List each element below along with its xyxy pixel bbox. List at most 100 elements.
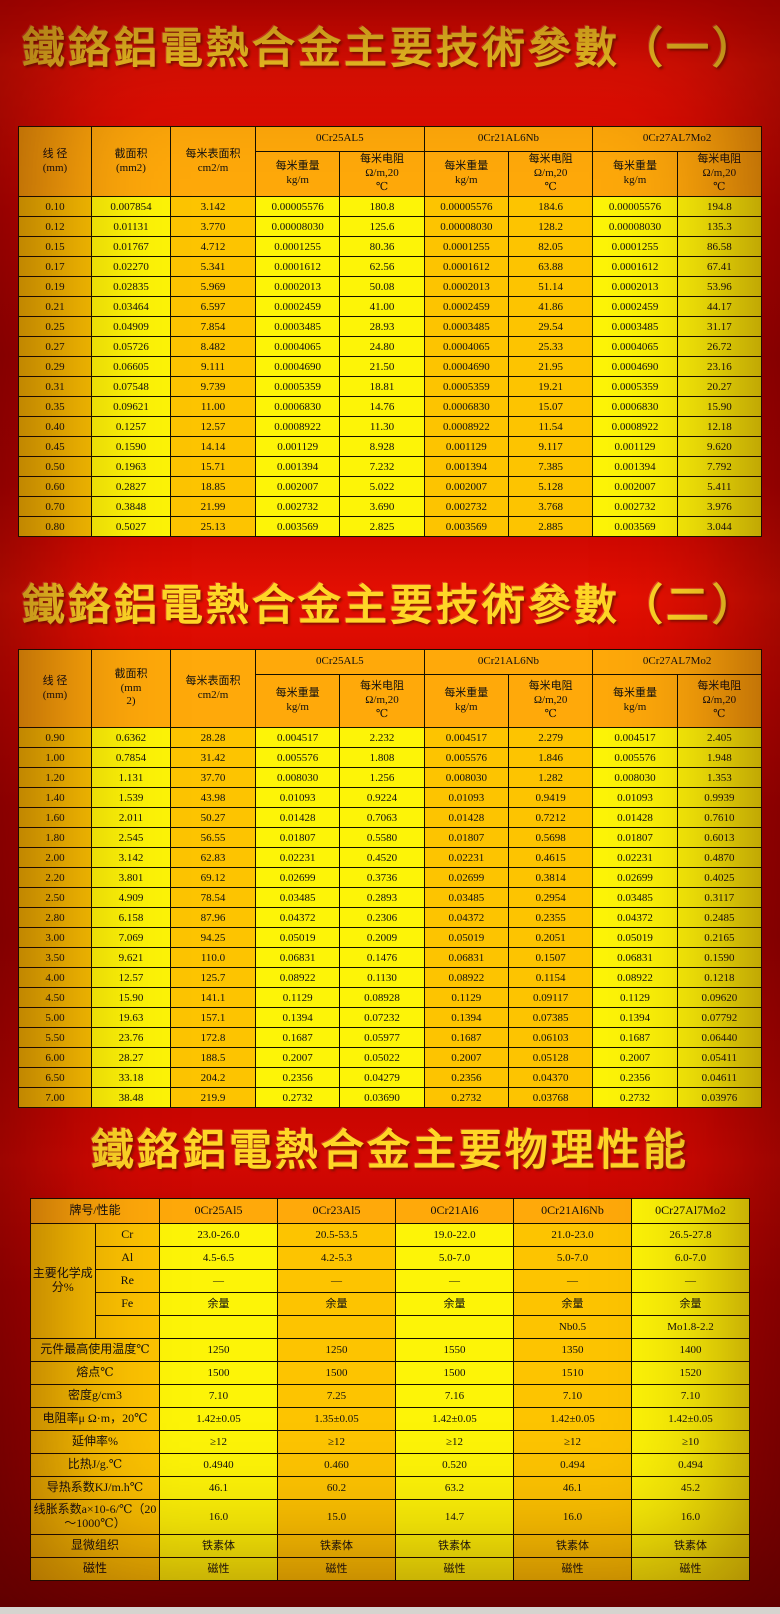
table-cell: 0.0002013 <box>592 276 678 297</box>
property-row: 显微组织 铁素体 铁素体 铁素体 铁素体 铁素体 <box>30 1534 750 1558</box>
table-cell: 63.2 <box>395 1476 514 1500</box>
table-row: 6.50 33.18 204.2 0.2356 0.04279 0.2356 0.04370… <box>18 1067 763 1088</box>
table-cell: 0.0005359 <box>423 376 509 397</box>
table-cell: 0.4520 <box>339 847 425 868</box>
table-cell: 1400 <box>631 1338 750 1362</box>
table-cell: 0.21 <box>18 296 92 317</box>
table-cell: 0.00005576 <box>423 196 509 217</box>
table-cell: 0.001394 <box>254 456 341 477</box>
table-cell: 0.0002013 <box>254 276 341 297</box>
table-cell: 110.0 <box>170 947 256 968</box>
table-cell: 43.98 <box>170 787 256 808</box>
tech-subheader-row: 每米重量 kg/m 每米电阻 Ω/m,20 ℃ 每米重量 kg/m 每米电阻 Ω/m,… <box>19 674 763 728</box>
table-row: 3.50 9.621 110.0 0.06831 0.1476 0.06831 0.1507… <box>18 947 763 968</box>
table-cell: 0.3814 <box>507 867 594 888</box>
table-cell: 0.2165 <box>676 927 763 948</box>
table-row: 2.00 3.142 62.83 0.02231 0.4520 0.02231 0.4615… <box>18 847 763 868</box>
table-row: 0.80 0.5027 25.13 0.003569 2.825 0.003569 2.88… <box>18 516 763 537</box>
table-cell: 0.1154 <box>507 967 594 988</box>
header-weight-per-meter: 每米重量 kg/m <box>423 674 509 728</box>
table-cell: 50.08 <box>339 276 425 297</box>
table-cell: 0.1687 <box>592 1027 678 1048</box>
table-cell: 1.808 <box>339 747 425 768</box>
table-cell: 0.00005576 <box>254 196 341 217</box>
title-physical-properties: 鐵鉻鋁電熱合金主要物理性能 <box>91 1128 689 1175</box>
table-row: 6.00 28.27 188.5 0.2007 0.05022 0.2007 0.05128… <box>18 1047 763 1068</box>
table-cell: 56.55 <box>170 827 256 848</box>
table-cell: 0.1129 <box>254 987 341 1008</box>
table-cell: 8.482 <box>170 336 256 357</box>
table-cell: 3.142 <box>170 196 256 217</box>
table-cell: 0.0002459 <box>423 296 509 317</box>
table-cell: 0.50 <box>18 456 92 477</box>
title-tech-params-1: 鐵鉻鋁電熱合金主要技術參數（一） <box>22 26 758 73</box>
table-cell: 0.07385 <box>507 1007 594 1028</box>
table-cell: 2.885 <box>507 516 594 537</box>
label-element: Cr <box>94 1223 160 1247</box>
table-cell: 6.00 <box>18 1047 92 1068</box>
table-cell: 0.3736 <box>339 867 425 888</box>
label-main-chemical-composition: 主要化学成分% <box>30 1223 96 1339</box>
header-grade-0Cr25AL5: 0Cr25AL5 <box>255 649 425 675</box>
table-cell: 0.05411 <box>676 1047 763 1068</box>
table-cell: 0.03485 <box>423 887 509 908</box>
table-cell: 0.08928 <box>339 987 425 1008</box>
table-row: 1.20 1.131 37.70 0.008030 1.256 0.008030 1.282… <box>18 767 763 788</box>
property-row: 密度g/cm3 7.10 7.25 7.16 7.10 7.10 <box>30 1384 750 1408</box>
table-cell: 0.460 <box>277 1453 396 1477</box>
table-cell: 0.0001612 <box>423 256 509 277</box>
table-cell: 0.07792 <box>676 1007 763 1028</box>
table-cell: 0.00005576 <box>592 196 678 217</box>
table-cell: 余量 <box>513 1292 632 1316</box>
table-cell: 0.2007 <box>423 1047 509 1068</box>
table-cell: 23.76 <box>91 1027 171 1048</box>
table-cell: 0.25 <box>18 316 92 337</box>
table-cell: 0.10 <box>18 196 92 217</box>
table-cell: 0.12 <box>18 216 92 237</box>
table-cell: 6.597 <box>170 296 256 317</box>
table-cell: 0.4870 <box>676 847 763 868</box>
table-cell: 4.2-5.3 <box>277 1246 396 1270</box>
table-cell: 19.63 <box>91 1007 171 1028</box>
phys-header-row: 牌号/性能 0Cr25Al5 0Cr23Al5 0Cr21Al6 0Cr21Al6Nb 0… <box>30 1198 750 1224</box>
table-cell: 7.25 <box>277 1384 396 1408</box>
table-row: 0.45 0.1590 14.14 0.001129 8.928 0.001129 9.11… <box>18 436 763 457</box>
table-cell: 0.03976 <box>676 1087 763 1108</box>
table-cell: 20.27 <box>676 376 763 397</box>
table-cell: 1250 <box>159 1338 278 1362</box>
table-cell: 0.04372 <box>423 907 509 928</box>
chemistry-row: Al 4.5-6.5 4.2-5.3 5.0-7.0 5.0-7.0 6.0-7.0 <box>31 1246 750 1270</box>
table-row: 0.27 0.05726 8.482 0.0004065 24.80 0.0004065 2… <box>18 336 763 357</box>
table-cell: 0.004517 <box>254 727 341 748</box>
table-cell: 19.21 <box>507 376 594 397</box>
label-property: 密度g/cm3 <box>30 1384 160 1408</box>
table-cell: 172.8 <box>170 1027 256 1048</box>
table-cell: 21.0-23.0 <box>513 1223 632 1247</box>
table-cell: 11.00 <box>170 396 256 417</box>
table-cell: 1.42±0.05 <box>395 1407 514 1431</box>
table-row: 2.80 6.158 87.96 0.04372 0.2306 0.04372 0.2355… <box>18 907 763 928</box>
table-cell: 0.7854 <box>91 747 171 768</box>
table-cell: 0.03690 <box>339 1087 425 1108</box>
header-weight-per-meter: 每米重量 kg/m <box>423 151 509 197</box>
table-cell: 0.0004690 <box>592 356 678 377</box>
table-cell: 0.002732 <box>423 496 509 517</box>
table-cell <box>277 1315 396 1339</box>
table-row: 5.50 23.76 172.8 0.1687 0.05977 0.1687 0.06103… <box>18 1027 763 1048</box>
table-cell: 6.50 <box>18 1067 92 1088</box>
label-property: 延伸率% <box>30 1430 160 1454</box>
table-cell: 0.002007 <box>592 476 678 497</box>
table-cell: 0.0001255 <box>423 236 509 257</box>
table-cell: 0.4940 <box>159 1453 278 1477</box>
table-cell: 12.57 <box>170 416 256 437</box>
table-cell: 1.20 <box>18 767 92 788</box>
label-property: 导热系数KJ/m.h℃ <box>30 1476 160 1500</box>
table-cell: 1250 <box>277 1338 396 1362</box>
table-cell: 7.16 <box>395 1384 514 1408</box>
table-cell: 0.09620 <box>676 987 763 1008</box>
table-cell: 0.00008030 <box>423 216 509 237</box>
table-cell: 2.545 <box>91 827 171 848</box>
table-cell: 0.1507 <box>507 947 594 968</box>
property-row: 熔点℃ 1500 1500 1500 1510 1520 <box>30 1361 750 1385</box>
table-row: 2.50 4.909 78.54 0.03485 0.2893 0.03485 0.2954… <box>18 887 763 908</box>
